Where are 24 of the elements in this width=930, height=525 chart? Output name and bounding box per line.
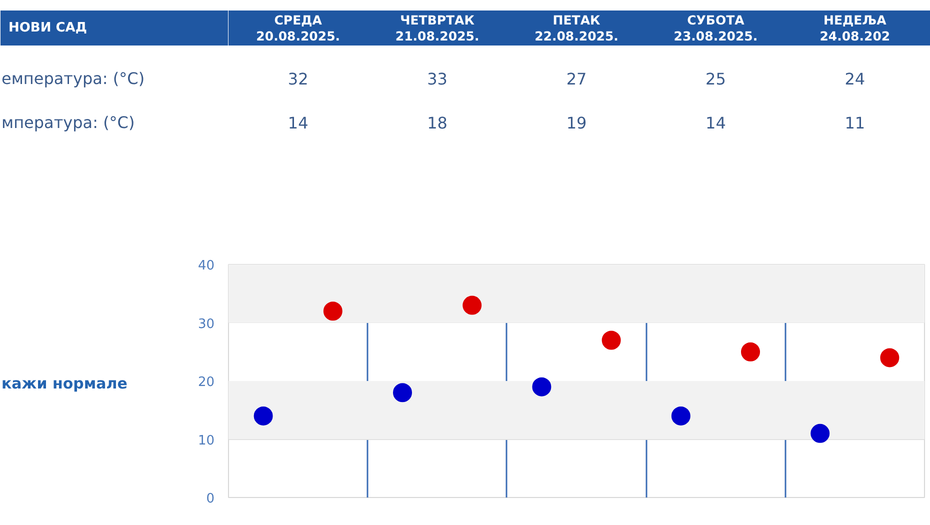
text: кажи нормале bbox=[2, 374, 128, 392]
data-label: 33 bbox=[427, 70, 448, 88]
data-label: 27 bbox=[566, 70, 587, 88]
data-label: 24 bbox=[844, 70, 866, 88]
text: емпература: (°C) bbox=[2, 69, 145, 88]
data-label: 11 bbox=[844, 114, 866, 132]
data-label: 14 bbox=[706, 114, 726, 132]
text: СРЕДА 20.08.2025. bbox=[256, 12, 340, 44]
data-label: 19 bbox=[566, 114, 587, 132]
text: НОВИ САД bbox=[8, 20, 87, 36]
y-tick-label: 0 bbox=[206, 492, 215, 506]
data-label: 32 bbox=[288, 70, 308, 88]
text: мпература: (°C) bbox=[2, 113, 135, 132]
data-label: 18 bbox=[427, 114, 448, 132]
y-tick-label: 30 bbox=[198, 316, 215, 332]
y-tick-label: 40 bbox=[198, 258, 215, 274]
data-label: 25 bbox=[706, 70, 726, 88]
y-tick-label: 20 bbox=[198, 375, 215, 390]
text: НЕДЕЉА 24.08.202 bbox=[820, 12, 890, 44]
text: СУБОТА 23.08.2025. bbox=[674, 12, 758, 44]
y-tick-label: 10 bbox=[198, 433, 215, 448]
text: ПЕТАК 22.08.2025. bbox=[534, 12, 618, 44]
text: ЧЕТВРТАК 21.08.2025. bbox=[395, 12, 480, 44]
data-label: 14 bbox=[288, 114, 308, 132]
